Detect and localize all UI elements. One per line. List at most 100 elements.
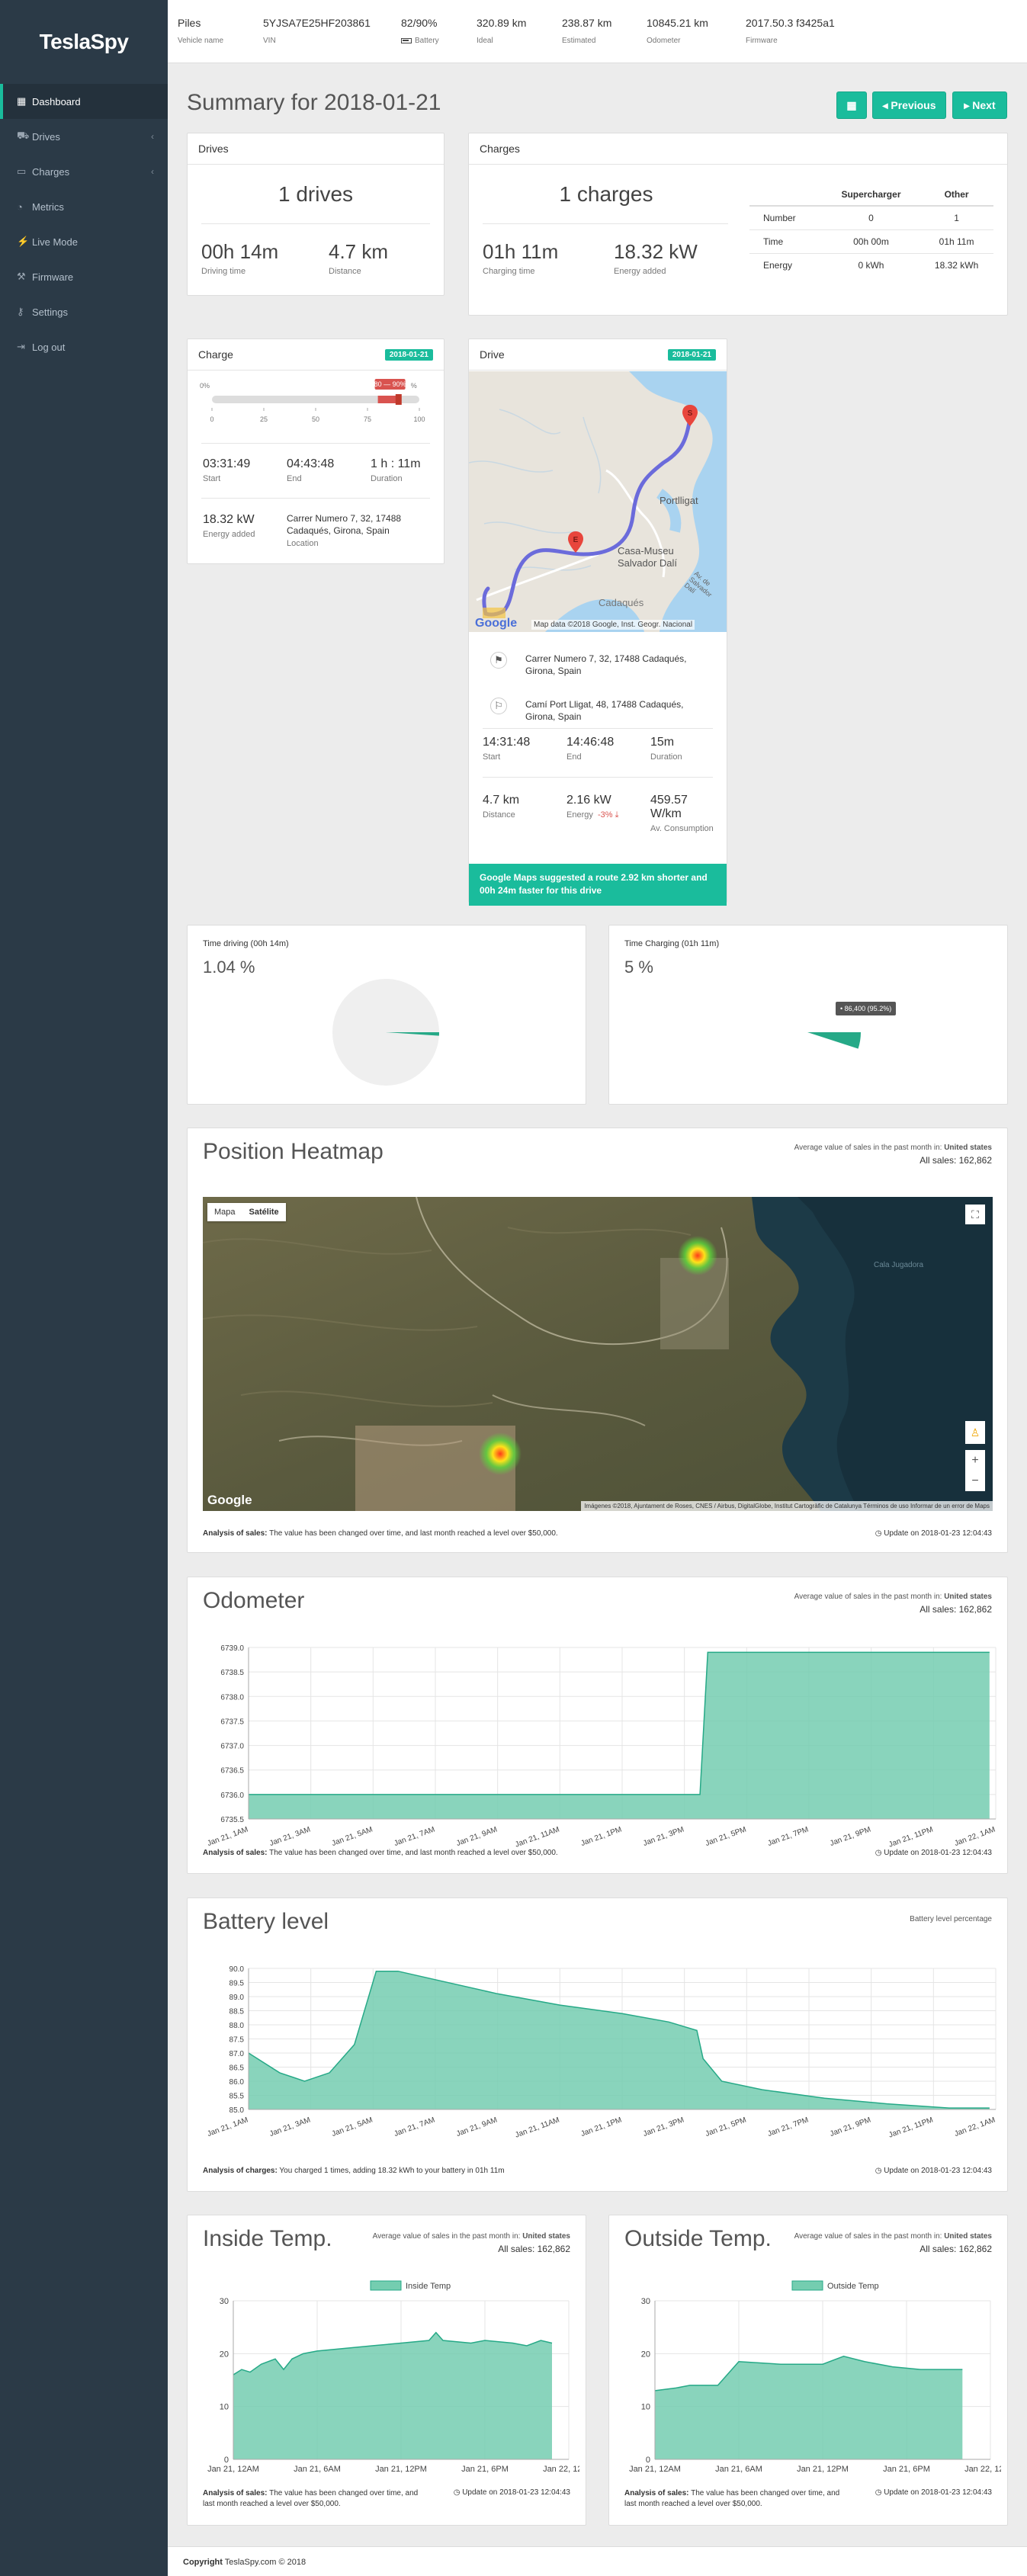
battery-label: Battery (415, 37, 439, 45)
range-tick-label: 75 (364, 415, 371, 423)
charge-start-label: Start (203, 474, 221, 483)
series-line (233, 2331, 553, 2376)
x-tick-label: Jan 21, 1AM (206, 1825, 249, 1848)
table-row: Time 00h 00m 01h 11m (749, 229, 993, 254)
drive-distance-value: 4.7 km (483, 794, 520, 807)
y-tick-label: 6738.0 (220, 1693, 244, 1702)
x-tick-label: Jan 21, 6AM (294, 2465, 341, 2474)
odometer-chart: 6735.5 6736.0 6736.5 6737.0 6737.5 6738.0 6738… (206, 1644, 997, 1849)
outside-temp-chart: 0 10 20 30 Jan 21, 12AM Jan 21, 6AM Jan 21, 12… (629, 2280, 1001, 2474)
charge-range-slider: 0% 80 — 90% % 0 25 50 75 100 (200, 379, 425, 423)
time-driving-pct: 1.04 % (203, 958, 255, 977)
x-tick-label: Jan 21, 5AM (331, 2116, 374, 2138)
driving-time-value: 00h 14m (201, 240, 279, 263)
satellite-attribution[interactable]: Imágenes ©2018, Ajuntament de Roses, CNE… (581, 1501, 993, 1511)
battery-value: 82/90% (401, 17, 438, 29)
y-tick-label: 88.5 (229, 2008, 245, 2016)
drive-duration-stat: 15m Duration (650, 736, 682, 762)
x-tick-label: Jan 21, 11PM (887, 1825, 934, 1849)
calendar-button[interactable]: ▦ (836, 91, 867, 119)
start-marker-icon[interactable]: S (682, 405, 698, 426)
x-tick-label: Jan 21, 11AM (514, 1825, 560, 1849)
map-type-road-button[interactable]: Mapa (214, 1208, 236, 1217)
inside-temp-analysis-text: The value has been changed over time, an… (203, 2489, 419, 2508)
drives-panel: Drives 1 drives 00h 14m Driving time 4.7… (187, 133, 444, 296)
charge-energy-value: 18.32 kW (203, 513, 255, 526)
firmware-label: Firmware (746, 37, 778, 45)
sidebar-item-drives[interactable]: ⛟ Drives ‹ (0, 119, 168, 154)
y-tick-label: 89.5 (229, 1980, 245, 1988)
battery-label-row: Battery (401, 37, 439, 45)
wrench-icon: ⚒ (17, 271, 26, 282)
sidebar-item-metrics[interactable]: ◔ Metrics (0, 189, 168, 224)
sidebar-item-log-out[interactable]: ⇥ Log out (0, 329, 168, 364)
drive-end-label: End (566, 752, 582, 762)
drive-distance-label: Distance (483, 810, 515, 820)
car-icon: ⛟ (17, 130, 30, 141)
drive-date-badge: 2018-01-21 (667, 348, 716, 361)
brand-logo[interactable]: TeslaSpy (39, 30, 129, 53)
map-label-cadaques: Cadaqués (599, 597, 644, 608)
charge-start-value: 03:31:49 (203, 457, 251, 470)
map-label-casa-museu: Casa-Museu (618, 545, 674, 557)
charge-energy-label: Energy added (203, 530, 255, 539)
drive-energy-delta: -3% ⤓ (597, 810, 619, 820)
x-tick-label: Jan 21, 9AM (455, 1825, 499, 1848)
battery-analysis-text: You charged 1 times, adding 18.32 kWh to… (277, 2167, 505, 2175)
sidebar-item-charges[interactable]: ▭ Charges ‹ (0, 154, 168, 189)
map-copyright[interactable]: Map data ©2018 Google, Inst. Geogr. Naci… (531, 620, 695, 630)
sidebar-item-label: Firmware (32, 271, 74, 283)
street-view-pegman-icon[interactable]: ♙ (965, 1421, 985, 1444)
next-button[interactable]: ▸ Next (952, 91, 1007, 119)
x-tick-label: Jan 22, 12AM (964, 2465, 1001, 2474)
x-tick-label: Jan 21, 9PM (829, 1825, 872, 1848)
charge-duration-value: 1 h : 11m (371, 457, 421, 470)
drive-consumption-stat: 459.57 W/km Av. Consumption (650, 794, 719, 833)
zoom-out-icon[interactable]: − (971, 1474, 979, 1487)
x-tick-label: Jan 22, 1AM (953, 2116, 997, 2138)
outside-temp-side-prefix: Average value of sales in the past month… (794, 2232, 945, 2241)
sidebar-item-settings[interactable]: ⚷ Settings (0, 294, 168, 329)
heatmap-analysis-label: Analysis of sales: (203, 1529, 268, 1538)
y-tick-label: 6739.0 (220, 1644, 244, 1653)
sidebar-item-firmware[interactable]: ⚒ Firmware (0, 259, 168, 294)
previous-button[interactable]: ◂ Previous (872, 91, 946, 119)
sidebar-item-live-mode[interactable]: ⚡ Live Mode (0, 224, 168, 259)
drive-start-address: Carrer Numero 7, 32, 17488 Cadaqués, Gir… (525, 653, 687, 677)
range-track (212, 396, 419, 403)
drive-panel-title: Drive (480, 348, 505, 361)
map-type-satellite-button[interactable]: Satélite (249, 1208, 279, 1217)
outside-temp-side-total: All sales: 162,862 (919, 2244, 992, 2254)
google-logo: Google (475, 617, 518, 630)
sidebar-item-label: Metrics (32, 200, 64, 213)
charge-start-stat: 03:31:49 Start (203, 457, 250, 483)
x-tick-label: Jan 21, 11PM (887, 2116, 934, 2139)
x-tick-label: Jan 22, 12AM (543, 2465, 579, 2474)
sidebar-item-label: Log out (32, 341, 66, 353)
legend-label: Inside Temp (406, 2282, 451, 2291)
x-tick-label: Jan 21, 12AM (629, 2465, 681, 2474)
chevron-left-icon: ‹ (151, 131, 154, 142)
drive-start-stat: 14:31:48 Start (483, 736, 530, 762)
drive-distance-stat: 4.7 km Distance (483, 794, 519, 820)
outside-temp-title: Outside Temp. (624, 2226, 772, 2251)
outside-temp-analysis: Analysis of sales: The value has been ch… (624, 2488, 853, 2510)
satellite-heatmap[interactable]: Mapa Satélite ⛶ ♙ + − Cala Jugadora Googl… (203, 1197, 993, 1511)
y-tick-label: 30 (641, 2297, 650, 2306)
sidebar-item-label: Settings (32, 306, 68, 318)
charge-date-badge: 2018-01-21 (384, 348, 433, 361)
y-tick-label: 86.5 (229, 2064, 245, 2073)
x-tick-label: Jan 21, 5PM (704, 2116, 748, 2138)
range-handle (395, 394, 402, 405)
table-cell: Time (749, 229, 823, 254)
end-marker-icon[interactable]: E (568, 531, 583, 553)
zoom-in-icon[interactable]: + (971, 1453, 979, 1467)
odometer-update-time: ◷ Update on 2018-01-23 12:04:43 (875, 1849, 992, 1857)
inside-temp-analysis-label: Analysis of sales: (203, 2489, 268, 2497)
drive-route-map[interactable]: S E Portlligat Casa-Museu Salvador Dalí … (469, 371, 727, 632)
y-tick-label: 89.0 (229, 1994, 245, 2002)
fullscreen-icon[interactable]: ⛶ (965, 1205, 985, 1224)
series-area (233, 2332, 552, 2459)
sidebar-item-dashboard[interactable]: ▦ Dashboard (0, 84, 168, 119)
table-header: Supercharger (822, 184, 920, 207)
